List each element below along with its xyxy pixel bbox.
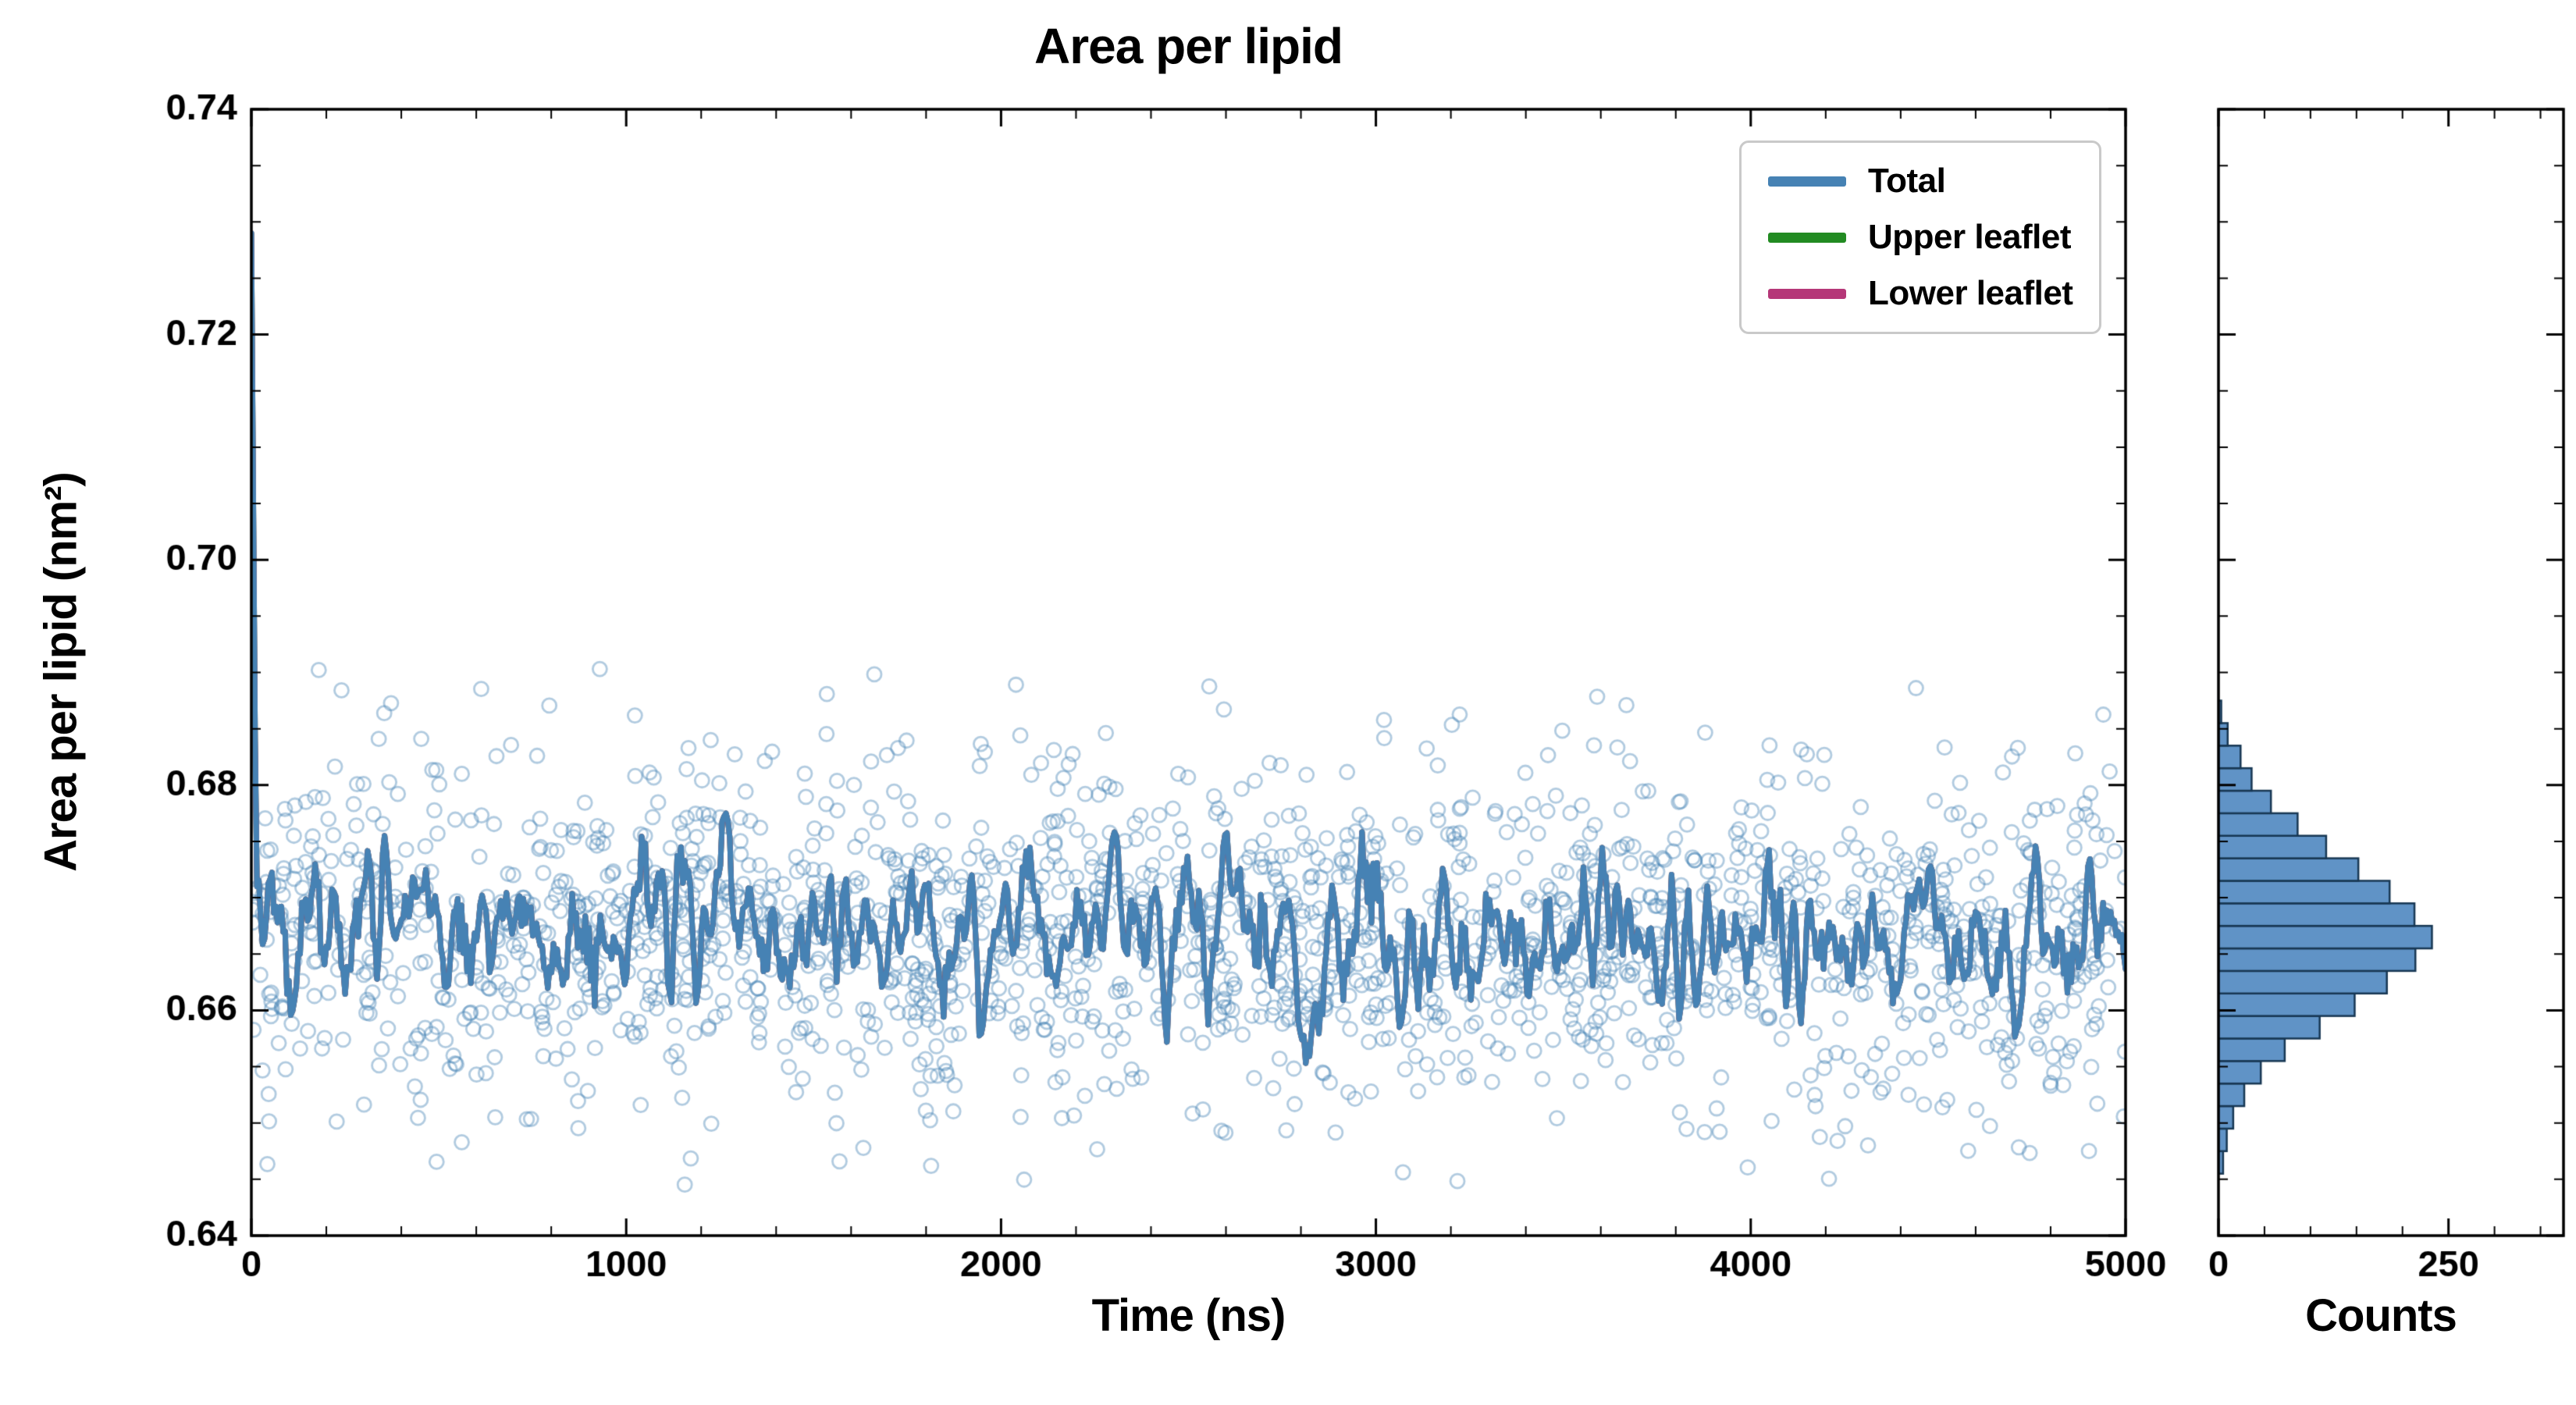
legend-label-upper-leaflet: Upper leaflet [1868,218,2072,256]
histogram-x-axis-label: Counts [2305,1290,2457,1341]
chart-title: Area per lipid [1034,18,1343,74]
legend-line-swatch-total [1768,176,1846,187]
legend-entry-total: Total [1768,162,2073,201]
legend-line-swatch-upper-leaflet [1768,232,1846,243]
legend-entry-lower-leaflet: Lower leaflet [1768,274,2073,313]
x-axis-label: Time (ns) [1091,1290,1286,1341]
legend-entry-upper-leaflet: Upper leaflet [1768,218,2073,257]
y-axis-label: Area per lipid (nm²) [35,472,87,872]
legend-label-total: Total [1868,162,1946,200]
legend: Total Upper leaflet Lower leaflet [1739,140,2102,334]
legend-label-lower-leaflet: Lower leaflet [1868,274,2073,312]
legend-line-swatch-lower-leaflet [1768,288,1846,299]
